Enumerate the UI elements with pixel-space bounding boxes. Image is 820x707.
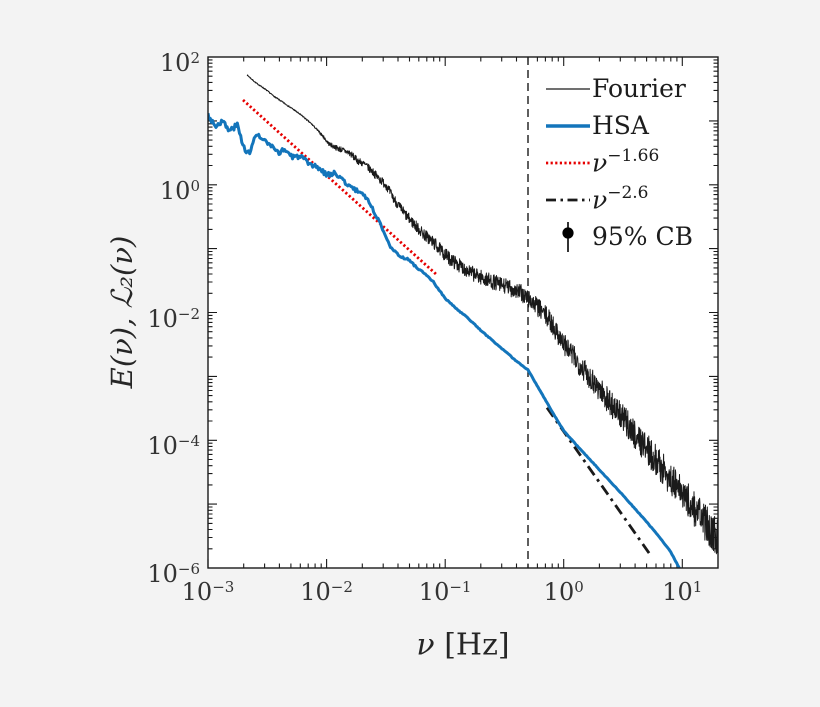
y-tick-label: 10−6 — [147, 560, 200, 588]
legend-label-confidence: 95% CB — [592, 222, 694, 251]
legend-entry-confidence: 95% CB — [546, 218, 693, 255]
legend-label-fourier: Fourier — [592, 74, 686, 103]
y-tick-label: 100 — [159, 176, 200, 205]
legend-entry-slope-26: ν−2.6 — [546, 181, 693, 218]
x-axis-label: ν [Hz] — [416, 628, 509, 663]
y-tick-label: 102 — [159, 49, 200, 77]
legend-label-slope-166: ν−1.66 — [592, 146, 660, 178]
x-tick-label: 10−2 — [300, 578, 353, 606]
legend-label-slope-26: ν−2.6 — [592, 183, 649, 215]
x-axis-unit: [Hz] — [434, 627, 510, 663]
legend-label-hsa: HSA — [592, 111, 649, 140]
errorbar-marker-icon — [562, 221, 574, 252]
y-axis-label-text: E(ν), ℒ₂(ν) — [105, 235, 139, 389]
legend-entry-slope-166: ν−1.66 — [546, 144, 693, 181]
legend-entry-hsa: HSA — [546, 107, 693, 144]
legend-entry-fourier: Fourier — [546, 70, 693, 107]
legend: Fourier HSA ν−1.66 ν−2.6 95% CB — [546, 70, 693, 255]
fourier-line-icon — [546, 87, 590, 90]
dashdot-line-icon — [546, 198, 590, 201]
hsa-line-icon — [546, 123, 590, 128]
x-tick-label: 10−3 — [181, 578, 235, 606]
y-tick-label: 10−2 — [147, 304, 200, 333]
x-tick-label: 100 — [543, 578, 584, 606]
y-axis-label: E(ν), ℒ₂(ν) — [105, 236, 139, 389]
x-tick-label: 101 — [662, 578, 703, 606]
x-axis-symbol: ν — [416, 627, 435, 663]
y-tick-label: 10−4 — [147, 432, 200, 461]
x-tick-label: 10−1 — [418, 578, 472, 606]
dotted-line-icon — [546, 161, 590, 164]
